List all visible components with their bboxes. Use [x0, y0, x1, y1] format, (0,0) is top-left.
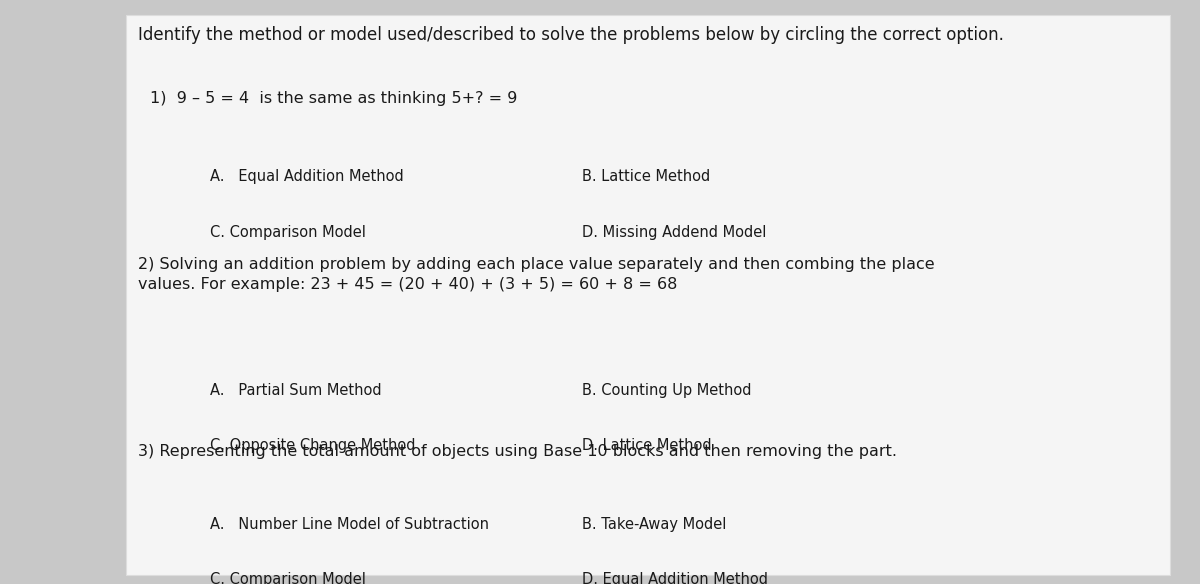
Text: B. Take-Away Model: B. Take-Away Model — [582, 517, 726, 532]
Text: B. Counting Up Method: B. Counting Up Method — [582, 383, 751, 398]
Text: D. Equal Addition Method: D. Equal Addition Method — [582, 572, 768, 584]
Text: 3) Representing the total amount of objects using Base 10 blocks and then removi: 3) Representing the total amount of obje… — [138, 444, 898, 459]
Text: Identify the method or model used/described to solve the problems below by circl: Identify the method or model used/descri… — [138, 26, 1004, 44]
Text: D. Lattice Method: D. Lattice Method — [582, 438, 712, 453]
FancyBboxPatch shape — [126, 15, 1170, 575]
Text: C. Opposite Change Method: C. Opposite Change Method — [210, 438, 415, 453]
Text: A.   Equal Addition Method: A. Equal Addition Method — [210, 169, 403, 185]
Text: 1)  9 – 5 = 4  is the same as thinking 5+? = 9: 1) 9 – 5 = 4 is the same as thinking 5+?… — [150, 91, 517, 106]
Text: C. Comparison Model: C. Comparison Model — [210, 225, 366, 240]
Text: A.   Partial Sum Method: A. Partial Sum Method — [210, 383, 382, 398]
Text: B. Lattice Method: B. Lattice Method — [582, 169, 710, 185]
Text: 2) Solving an addition problem by adding each place value separately and then co: 2) Solving an addition problem by adding… — [138, 257, 935, 293]
Text: A.   Number Line Model of Subtraction: A. Number Line Model of Subtraction — [210, 517, 490, 532]
Text: D. Missing Addend Model: D. Missing Addend Model — [582, 225, 767, 240]
Text: C. Comparison Model: C. Comparison Model — [210, 572, 366, 584]
